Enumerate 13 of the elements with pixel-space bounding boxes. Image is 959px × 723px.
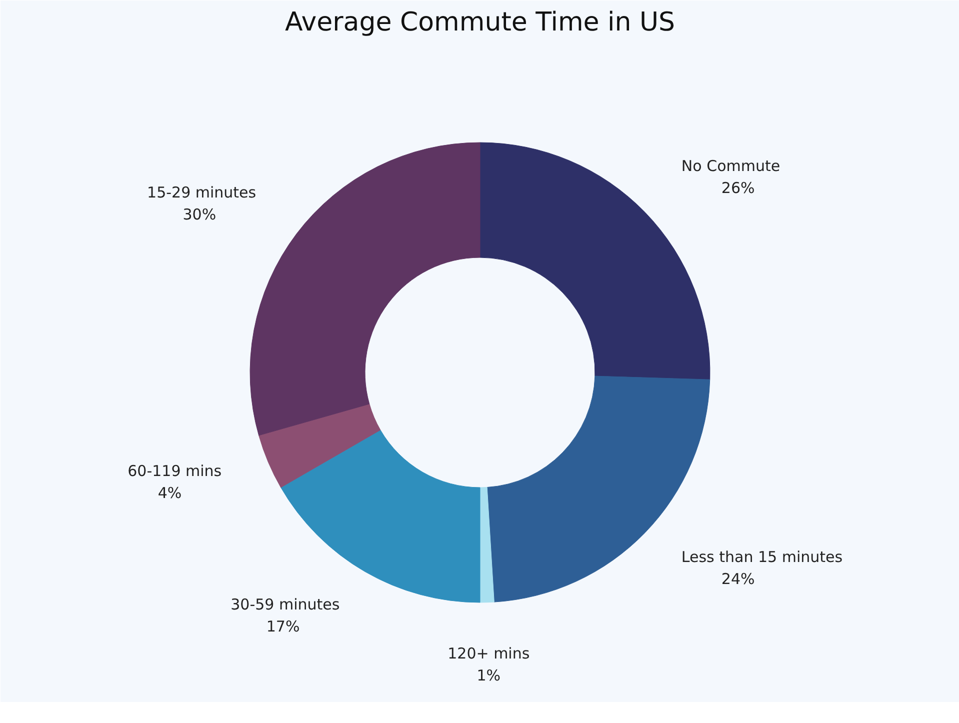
data-label: 4% <box>158 484 182 502</box>
slice-label: 120+ mins <box>448 644 530 662</box>
data-label: 1% <box>476 666 501 684</box>
slice-label: 60-119 mins <box>128 462 222 480</box>
data-label: 17% <box>266 617 300 636</box>
slice-label: No Commute <box>681 157 780 176</box>
chart-title: Average Commute Time in US <box>284 8 676 38</box>
data-label: 24% <box>721 570 755 588</box>
slice-label: 30-59 minutes <box>230 595 340 614</box>
slice-label: Less than 15 minutes <box>681 548 843 566</box>
data-label: 26% <box>721 179 755 198</box>
data-label: 30% <box>182 205 216 224</box>
slice-label: 15-29 minutes <box>147 183 256 202</box>
